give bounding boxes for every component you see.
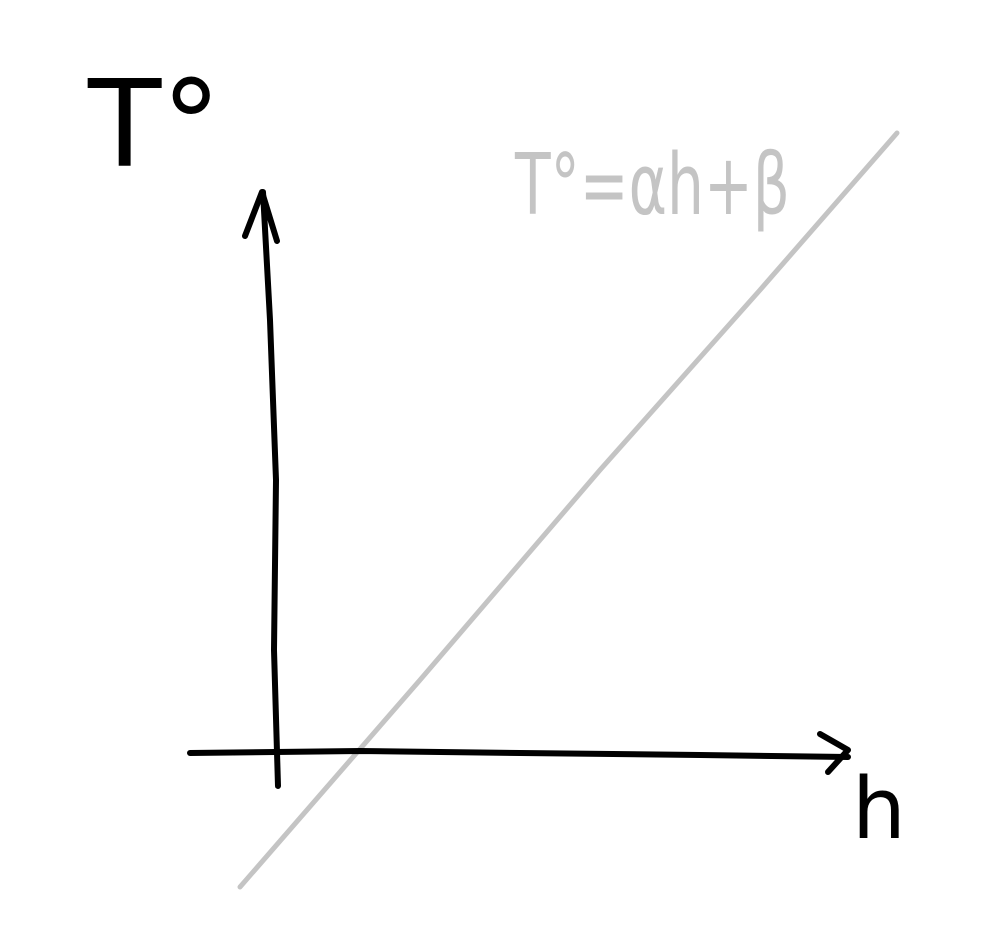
line-label: T°=αh+β: [514, 136, 790, 235]
x-axis-label: h: [852, 760, 906, 859]
x-axis: [187, 747, 851, 760]
y-axis-label: T°: [87, 56, 221, 195]
x-axis-arrowhead: [817, 731, 851, 775]
y-axis-arrowhead: [242, 189, 280, 244]
y-axis: [260, 189, 281, 789]
